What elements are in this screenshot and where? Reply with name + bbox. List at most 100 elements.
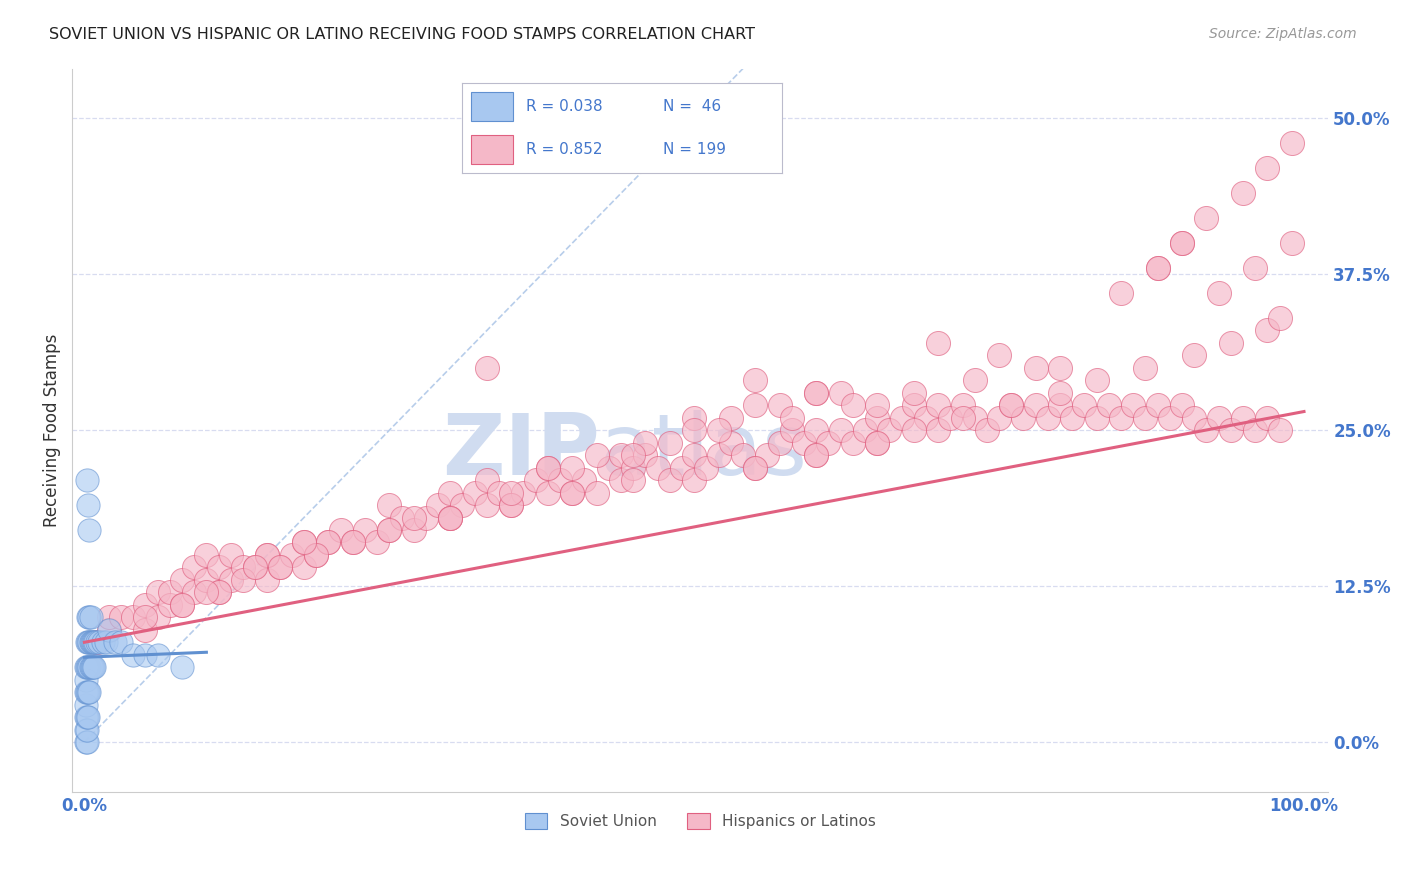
Point xyxy=(281,548,304,562)
Point xyxy=(1146,261,1168,276)
Point xyxy=(927,398,949,412)
Point xyxy=(378,523,401,537)
Point xyxy=(96,635,118,649)
Point xyxy=(720,435,742,450)
Point xyxy=(1025,398,1047,412)
Point xyxy=(342,535,364,549)
Point xyxy=(402,523,425,537)
Point xyxy=(439,485,461,500)
Point xyxy=(927,335,949,350)
Point xyxy=(1109,286,1132,301)
Point xyxy=(86,635,108,649)
Point xyxy=(890,410,912,425)
Point xyxy=(97,623,120,637)
Point xyxy=(1073,398,1095,412)
Point xyxy=(683,423,706,437)
Point xyxy=(1171,236,1194,251)
Point xyxy=(77,660,100,674)
Point xyxy=(683,410,706,425)
Point xyxy=(79,660,101,674)
Point xyxy=(548,473,571,487)
Point xyxy=(658,473,681,487)
Point xyxy=(1281,236,1303,251)
Point xyxy=(77,685,100,699)
Point xyxy=(756,448,779,462)
Point xyxy=(75,710,97,724)
Point xyxy=(1171,236,1194,251)
Point xyxy=(232,573,254,587)
Point xyxy=(87,635,110,649)
Point xyxy=(195,548,218,562)
Point xyxy=(804,448,827,462)
Point xyxy=(574,473,596,487)
Point xyxy=(780,423,803,437)
Point xyxy=(621,460,644,475)
Point xyxy=(1256,410,1278,425)
Point xyxy=(488,485,510,500)
Point xyxy=(952,398,974,412)
Point xyxy=(866,435,889,450)
Point xyxy=(146,648,169,662)
Point xyxy=(707,423,730,437)
Point xyxy=(585,448,607,462)
Point xyxy=(512,485,534,500)
Point xyxy=(1219,423,1241,437)
Point xyxy=(77,610,100,624)
Point xyxy=(610,473,633,487)
Point xyxy=(159,598,181,612)
Point xyxy=(110,635,132,649)
Point xyxy=(354,523,377,537)
Point xyxy=(866,398,889,412)
Point xyxy=(939,410,962,425)
Point xyxy=(561,485,583,500)
Point xyxy=(104,635,127,649)
Point xyxy=(1244,423,1267,437)
Point xyxy=(988,348,1011,362)
Point xyxy=(952,410,974,425)
Point xyxy=(77,710,100,724)
Point xyxy=(1195,423,1218,437)
Point xyxy=(1122,398,1144,412)
Point xyxy=(243,560,266,574)
Point xyxy=(97,610,120,624)
Point xyxy=(79,610,101,624)
Point xyxy=(415,510,437,524)
Point xyxy=(76,685,98,699)
Point xyxy=(1208,286,1230,301)
Point xyxy=(378,498,401,512)
Point xyxy=(658,435,681,450)
Point xyxy=(83,635,105,649)
Point xyxy=(97,623,120,637)
Point xyxy=(561,485,583,500)
Point xyxy=(1049,385,1071,400)
Point xyxy=(391,510,413,524)
Point xyxy=(80,635,103,649)
Point xyxy=(1146,261,1168,276)
Point xyxy=(77,635,100,649)
Point xyxy=(79,635,101,649)
Point xyxy=(1085,410,1108,425)
Point xyxy=(903,423,925,437)
Point xyxy=(561,460,583,475)
Point xyxy=(366,535,388,549)
Point xyxy=(170,660,193,674)
Point xyxy=(134,623,156,637)
Point xyxy=(134,610,156,624)
Point xyxy=(1085,373,1108,387)
Point xyxy=(866,410,889,425)
Point xyxy=(1159,410,1181,425)
Point xyxy=(110,610,132,624)
Point xyxy=(720,410,742,425)
Point xyxy=(79,523,101,537)
Point xyxy=(1281,136,1303,151)
Point xyxy=(1232,410,1254,425)
Point xyxy=(988,410,1011,425)
Point xyxy=(183,585,205,599)
Point xyxy=(1049,398,1071,412)
Point xyxy=(915,410,938,425)
Text: ZIP: ZIP xyxy=(441,410,600,493)
Point xyxy=(402,510,425,524)
Point xyxy=(1062,410,1084,425)
Point xyxy=(75,660,97,674)
Point xyxy=(134,598,156,612)
